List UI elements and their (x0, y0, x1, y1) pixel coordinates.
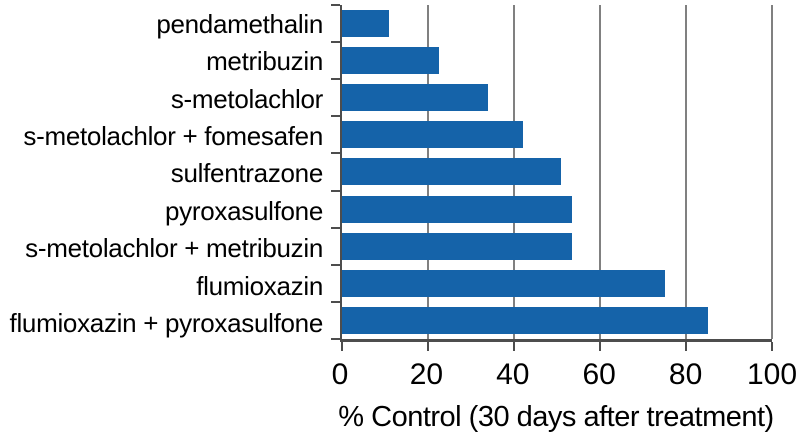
x-tick-label: 0 (331, 358, 349, 391)
category-labels: pendamethalin metribuzin s-metolachlor s-me… (0, 5, 331, 342)
category-label: pendamethalin (156, 8, 323, 39)
y-axis-tick (331, 115, 340, 118)
category-label: sulfentrazone (170, 158, 324, 189)
y-axis-tick (331, 300, 340, 303)
gridline (685, 5, 687, 339)
x-axis-tick-labels: 0 20 40 60 80 100 (332, 357, 797, 393)
category-label: metribuzin (206, 46, 323, 77)
bar (342, 47, 439, 75)
category-label: s-metolachlor + fomesafen (23, 121, 323, 152)
y-axis-tick (331, 78, 340, 81)
bar (342, 10, 390, 38)
x-tick-label: 40 (496, 358, 530, 391)
y-axis-tick (331, 41, 340, 44)
bar-row (342, 79, 772, 116)
category-label: s-metolachlor + metribuzin (25, 233, 323, 264)
bar (342, 158, 562, 186)
bar-row (342, 116, 772, 153)
bar (342, 195, 573, 223)
bar-row (342, 228, 772, 265)
bar (342, 306, 708, 334)
x-tick-label: 100 (746, 358, 798, 391)
y-axis-tick (331, 4, 340, 6)
y-axis-tick (331, 152, 340, 155)
y-axis-tick (331, 189, 340, 192)
bar-row (342, 153, 772, 190)
bar (342, 269, 665, 297)
gridline (771, 5, 773, 339)
category-label: s-metolachlor (170, 83, 323, 114)
bar (342, 84, 489, 112)
y-axis-tick (331, 263, 340, 266)
y-axis-tick (331, 338, 340, 340)
y-axis-tick (331, 226, 340, 229)
bar (342, 121, 523, 149)
gridline (599, 5, 601, 339)
plot-area (331, 4, 773, 351)
bar-row (342, 265, 772, 302)
x-tick-label: 80 (668, 358, 703, 391)
bar-rows (342, 5, 772, 339)
category-label: pyroxasulfone (165, 195, 323, 226)
x-tick-label: 60 (582, 358, 616, 391)
x-axis-tick (771, 342, 773, 351)
x-axis-title: % Control (30 days after treatment) (338, 401, 774, 433)
bar (342, 232, 573, 260)
bar-row (342, 191, 772, 228)
category-label: flumioxazin + pyroxasulfone (9, 308, 324, 339)
category-label: flumioxazin (196, 270, 323, 301)
bar-row (342, 302, 772, 339)
bar-row (342, 42, 772, 79)
x-tick-label: 20 (409, 358, 444, 391)
x-axis-tick (341, 342, 343, 351)
bar-row (342, 5, 772, 42)
x-axis-tick (599, 342, 601, 351)
x-axis-tick (427, 342, 429, 351)
x-axis-tick (685, 342, 687, 351)
x-axis-tick (513, 342, 515, 351)
